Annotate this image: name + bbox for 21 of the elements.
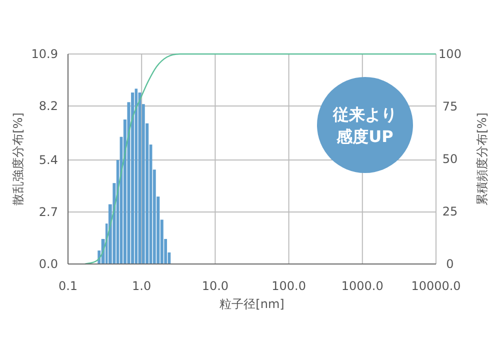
y2-tick-label: 50 <box>442 152 458 166</box>
y-tick-label: 10.9 <box>31 47 58 61</box>
y2-tick-label: 0 <box>446 257 454 271</box>
x-tick-label: 100.0 <box>272 279 306 293</box>
y-tick-label: 8.2 <box>38 99 58 114</box>
y-axis-title: 散乱強度分布[%] <box>11 112 25 206</box>
y-tick-label: 0.0 <box>38 257 58 271</box>
annotation: 従来より <box>332 105 397 124</box>
y2-tick-label: 100 <box>438 47 462 61</box>
x-tick-label: 10000.0 <box>411 279 461 293</box>
y-tick-label: 2.7 <box>38 204 58 219</box>
annotation: 感度UP <box>336 127 394 146</box>
y2-axis-title: 累積頻度分布[%] <box>475 112 489 206</box>
y-tick-label: 5.4 <box>38 152 58 167</box>
x-tick-label: 1.0 <box>132 279 152 293</box>
x-tick-label: 0.1 <box>58 279 78 293</box>
x-axis-title: 粒子径[nm] <box>220 297 284 311</box>
y2-tick-label: 75 <box>442 100 458 114</box>
y2-tick-label: 25 <box>442 204 458 218</box>
x-tick-label: 1000.0 <box>341 279 384 293</box>
x-tick-label: 10.0 <box>202 279 229 293</box>
